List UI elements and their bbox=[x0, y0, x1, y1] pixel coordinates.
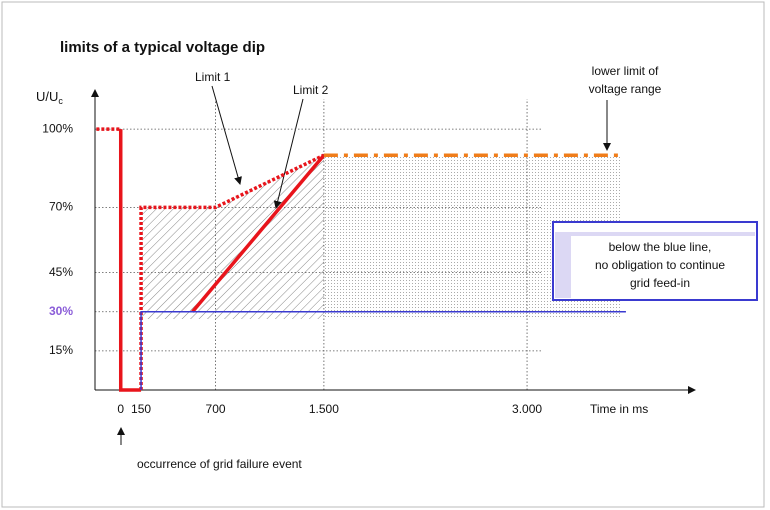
x-tick-label: 3.000 bbox=[512, 402, 542, 416]
y-tick-label: 100% bbox=[42, 121, 73, 135]
x-tick-label: 1.500 bbox=[309, 402, 339, 416]
y-tick-label: 15% bbox=[49, 343, 73, 357]
x-tick-label: 700 bbox=[206, 402, 226, 416]
y-tick-label: 70% bbox=[49, 200, 73, 214]
series-line bbox=[140, 310, 626, 390]
arrow bbox=[273, 98, 304, 209]
y-label-sub: c bbox=[58, 96, 63, 106]
note-strip bbox=[555, 232, 571, 298]
chart-title: limits of a typical voltage dip bbox=[60, 39, 265, 56]
y-label-main: U/U bbox=[36, 89, 58, 104]
series-line bbox=[118, 129, 142, 392]
y-axis-label: U/Uc bbox=[36, 89, 63, 106]
annotation: lower limit of bbox=[592, 64, 659, 78]
limit1-label: Limit 1 bbox=[195, 70, 231, 84]
hatched-area bbox=[142, 155, 324, 319]
annotation: voltage range bbox=[589, 82, 662, 96]
annotation: no obligation to continue bbox=[595, 258, 725, 272]
annotation: below the blue line, bbox=[609, 240, 712, 254]
series-line bbox=[191, 154, 326, 313]
dotted-area bbox=[324, 155, 622, 319]
arrow bbox=[211, 85, 242, 185]
annotation: occurrence of grid failure event bbox=[137, 457, 302, 471]
y-tick-label: 45% bbox=[49, 265, 73, 279]
limit2-label: Limit 2 bbox=[293, 83, 329, 97]
x-tick-label: 0 bbox=[117, 402, 124, 416]
note-strip bbox=[571, 232, 755, 236]
annotation: grid feed-in bbox=[630, 276, 690, 290]
x-axis-label: Time in ms bbox=[590, 402, 648, 416]
series-line bbox=[96, 127, 325, 390]
y-tick-label: 30% bbox=[49, 304, 73, 318]
x-tick-label: 150 bbox=[131, 402, 151, 416]
